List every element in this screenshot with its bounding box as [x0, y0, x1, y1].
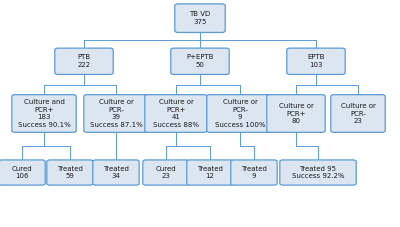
FancyBboxPatch shape [171, 48, 229, 74]
Text: Treated
59: Treated 59 [57, 166, 83, 179]
FancyBboxPatch shape [280, 160, 356, 185]
Text: Culture or
PCR+
80: Culture or PCR+ 80 [278, 103, 314, 124]
FancyBboxPatch shape [331, 95, 385, 132]
FancyBboxPatch shape [93, 160, 139, 185]
Text: P+EPTB
50: P+EPTB 50 [186, 54, 214, 68]
Text: Culture and
PCR+
183
Success 90.1%: Culture and PCR+ 183 Success 90.1% [18, 99, 70, 128]
FancyBboxPatch shape [84, 95, 148, 132]
FancyBboxPatch shape [47, 160, 93, 185]
Text: Treated
34: Treated 34 [103, 166, 129, 179]
Text: Cured
23: Cured 23 [156, 166, 176, 179]
FancyBboxPatch shape [145, 95, 207, 132]
Text: Culture or
PCR-
9
Success 100%: Culture or PCR- 9 Success 100% [215, 99, 265, 128]
FancyBboxPatch shape [287, 48, 345, 74]
FancyBboxPatch shape [143, 160, 189, 185]
Text: Culture or
PCR-
23: Culture or PCR- 23 [340, 103, 376, 124]
Text: PTB
222: PTB 222 [78, 54, 90, 68]
Text: Treated
12: Treated 12 [197, 166, 223, 179]
FancyBboxPatch shape [55, 48, 113, 74]
FancyBboxPatch shape [267, 95, 325, 132]
Text: Cured
106: Cured 106 [12, 166, 32, 179]
FancyBboxPatch shape [187, 160, 233, 185]
FancyBboxPatch shape [207, 95, 273, 132]
Text: EPTB
103: EPTB 103 [307, 54, 325, 68]
Text: Treated 95
Success 92.2%: Treated 95 Success 92.2% [292, 166, 344, 179]
FancyBboxPatch shape [12, 95, 76, 132]
Text: Culture or
PCR-
39
Success 87.1%: Culture or PCR- 39 Success 87.1% [90, 99, 142, 128]
FancyBboxPatch shape [0, 160, 45, 185]
FancyBboxPatch shape [231, 160, 277, 185]
Text: Treated
9: Treated 9 [241, 166, 267, 179]
FancyBboxPatch shape [175, 4, 225, 32]
Text: Culture or
PCR+
41
Success 88%: Culture or PCR+ 41 Success 88% [153, 99, 199, 128]
Text: TB VD
375: TB VD 375 [189, 11, 211, 25]
